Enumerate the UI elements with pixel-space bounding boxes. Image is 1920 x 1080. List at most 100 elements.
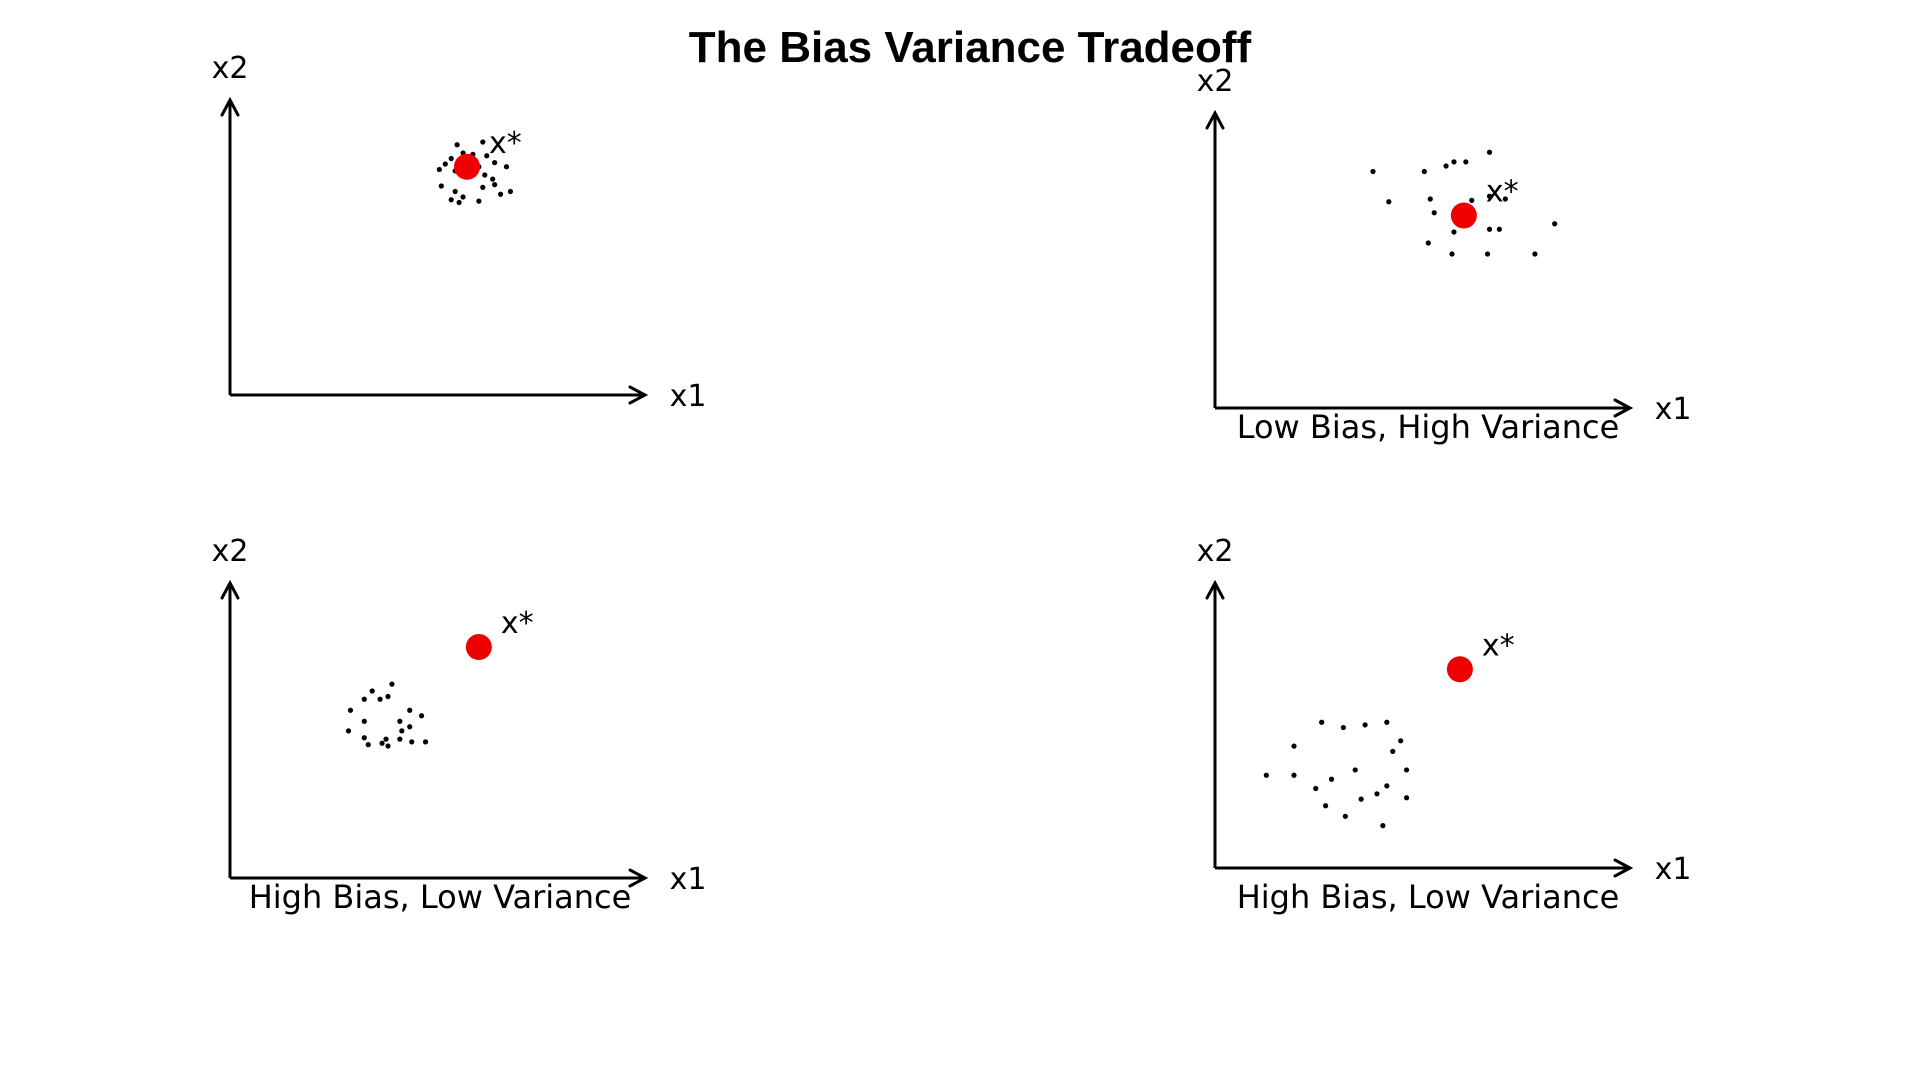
x-axis-label: x1 bbox=[670, 862, 707, 897]
scatter-point bbox=[397, 736, 403, 742]
scatter-point bbox=[361, 718, 367, 724]
panel-caption: High Bias, Low Variance bbox=[1237, 878, 1620, 916]
scatter-point bbox=[1291, 743, 1297, 749]
scatter-point bbox=[1384, 783, 1390, 789]
scatter-point bbox=[1263, 772, 1269, 778]
panel-2: x1 x2 Low Bias, High Variance x* bbox=[1197, 64, 1692, 446]
target-point bbox=[465, 634, 492, 660]
y-axis-label: x2 bbox=[212, 51, 249, 86]
scatter-point bbox=[1370, 168, 1376, 175]
scatter-point bbox=[418, 713, 425, 719]
scatter-point bbox=[1552, 221, 1558, 227]
scatter-point bbox=[452, 188, 458, 195]
scatter-point bbox=[1502, 196, 1508, 202]
scatter-point bbox=[460, 194, 466, 200]
target-label: x* bbox=[489, 126, 522, 161]
scatter-point bbox=[365, 742, 371, 748]
figure-title: The Bias Variance Tradeoff bbox=[689, 23, 1252, 72]
target-label: x* bbox=[501, 606, 534, 641]
panel-caption: High Bias, Low Variance bbox=[249, 878, 632, 916]
scatter-point bbox=[1352, 767, 1358, 773]
scatter-point bbox=[399, 728, 405, 734]
scatter-point bbox=[438, 183, 444, 189]
scatter-point bbox=[1328, 776, 1335, 782]
x-axis-label: x1 bbox=[1655, 392, 1692, 427]
target-point bbox=[454, 153, 480, 180]
scatter-point bbox=[407, 707, 413, 713]
y-axis-label: x2 bbox=[212, 534, 249, 569]
scatter-point bbox=[361, 735, 367, 741]
scatter-point bbox=[383, 736, 389, 742]
target-point bbox=[1446, 656, 1473, 683]
scatter-point bbox=[1323, 803, 1329, 809]
scatter-point bbox=[482, 172, 488, 178]
scatter-point bbox=[389, 681, 395, 687]
scatter-point bbox=[1358, 796, 1364, 802]
scatter-point bbox=[1421, 168, 1427, 175]
scatter-point bbox=[1451, 159, 1457, 165]
scatter-point bbox=[1486, 226, 1493, 232]
scatter-point bbox=[407, 724, 413, 730]
scatter-point bbox=[1362, 722, 1368, 728]
scatter-point bbox=[490, 176, 496, 182]
scatter-point bbox=[1427, 196, 1433, 202]
scatter-point bbox=[377, 696, 383, 702]
x-axis-label: x1 bbox=[670, 379, 707, 414]
scatter-point bbox=[379, 740, 385, 746]
panel-4: x1 x2 High Bias, Low Variance x* bbox=[1197, 534, 1692, 916]
scatter-point bbox=[1386, 199, 1392, 205]
scatter-point bbox=[484, 153, 490, 159]
x-axis-label: x1 bbox=[1655, 852, 1692, 887]
scatter-point bbox=[1384, 719, 1390, 725]
scatter-point bbox=[345, 728, 352, 734]
scatter-point bbox=[1403, 767, 1410, 773]
scatter-point bbox=[347, 707, 354, 713]
panel-caption: Low Bias, High Variance bbox=[1237, 408, 1620, 446]
scatter-point bbox=[497, 191, 504, 197]
scatter-point bbox=[1340, 724, 1346, 731]
scatter-point bbox=[422, 739, 429, 745]
scatter-point bbox=[456, 199, 462, 206]
scatter-point bbox=[448, 197, 454, 203]
scatter-point bbox=[1403, 795, 1410, 801]
target-point bbox=[1450, 202, 1477, 229]
scatter-point bbox=[442, 161, 448, 167]
panel-1: x1 x2 x* bbox=[212, 51, 707, 414]
scatter-point bbox=[409, 739, 415, 745]
scatter-point bbox=[476, 198, 482, 204]
scatter-point bbox=[480, 139, 486, 145]
scatter-point bbox=[1380, 823, 1386, 829]
target-label: x* bbox=[1486, 175, 1519, 210]
scatter-point bbox=[1398, 738, 1404, 744]
scatter-point bbox=[397, 718, 403, 724]
scatter-point bbox=[1431, 210, 1437, 216]
scatter-point bbox=[1313, 785, 1319, 792]
scatter-point bbox=[1390, 748, 1396, 755]
scatter-point bbox=[1451, 229, 1457, 235]
scatter-point bbox=[1291, 772, 1297, 778]
scatter-point bbox=[1532, 251, 1538, 257]
scatter-point bbox=[1449, 251, 1455, 257]
scatter-point bbox=[1443, 163, 1449, 169]
scatter-point bbox=[385, 693, 391, 700]
scatter-point bbox=[361, 696, 367, 702]
y-axis-label: x2 bbox=[1197, 64, 1234, 99]
scatter-point bbox=[1425, 240, 1431, 246]
scatter-point bbox=[1342, 813, 1348, 819]
scatter-point bbox=[1484, 251, 1491, 257]
scatter-point bbox=[369, 688, 375, 694]
scatter-point bbox=[1469, 197, 1475, 203]
y-axis-label: x2 bbox=[1197, 534, 1234, 569]
scatter-point bbox=[1319, 719, 1325, 725]
scatter-point bbox=[385, 743, 391, 749]
scatter-point bbox=[507, 188, 514, 195]
target-label: x* bbox=[1482, 628, 1515, 663]
scatter-point bbox=[436, 166, 442, 173]
scatter-point bbox=[492, 160, 498, 166]
scatter-point bbox=[1463, 159, 1469, 165]
scatter-point bbox=[1486, 193, 1493, 199]
scatter-point bbox=[448, 155, 454, 162]
panel-3: x1 x2 High Bias, Low Variance x* bbox=[212, 534, 707, 916]
scatter-point bbox=[503, 164, 510, 170]
